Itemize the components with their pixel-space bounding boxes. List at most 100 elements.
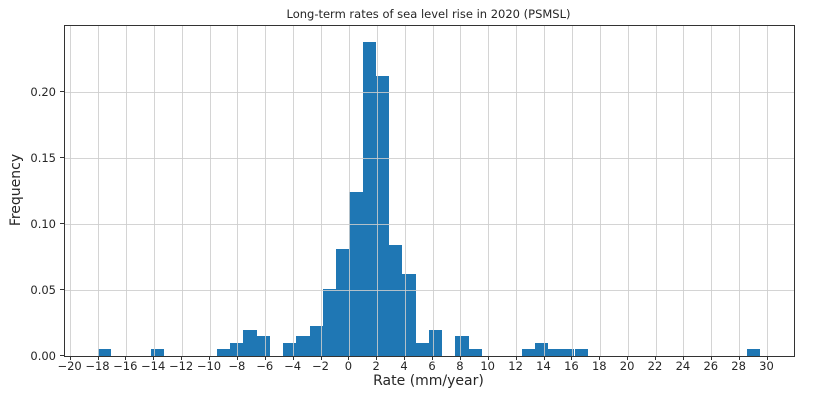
x-tick-mark: [376, 356, 378, 360]
histogram-bar: [455, 336, 469, 356]
histogram-bar: [415, 342, 429, 356]
histogram-bar: [296, 336, 310, 356]
x-gridline: [209, 26, 211, 356]
x-gridline: [599, 26, 601, 356]
x-tick-mark: [69, 356, 71, 360]
x-tick-label: −8: [228, 359, 246, 373]
histogram-bar: [534, 342, 548, 356]
x-tick-label: 16: [564, 359, 579, 373]
histogram-bar: [243, 329, 257, 356]
histogram-bar: [428, 329, 443, 356]
y-gridline: [65, 157, 794, 159]
x-tick-label: 2: [372, 359, 380, 373]
histogram-bar: [349, 192, 363, 356]
x-tick-label: 4: [400, 359, 408, 373]
x-gridline: [544, 26, 545, 356]
x-tick-label: −20: [57, 359, 82, 373]
histogram-bar: [283, 342, 297, 356]
histogram-bar: [468, 349, 482, 356]
y-tick-mark: [60, 91, 64, 92]
x-tick-label: 24: [675, 359, 691, 373]
x-tick-label: 22: [647, 359, 663, 373]
y-gridline: [65, 91, 794, 93]
histogram-bar: [322, 288, 337, 356]
x-tick-label: −4: [284, 359, 302, 373]
histogram-bar: [574, 349, 588, 356]
x-tick-mark: [487, 356, 489, 360]
histogram-bar: [230, 342, 244, 356]
y-tick-mark: [60, 355, 64, 356]
x-tick-label: 14: [536, 359, 551, 373]
x-tick-mark: [459, 356, 461, 360]
x-tick-label: −16: [113, 359, 138, 373]
x-gridline: [181, 26, 183, 356]
x-gridline: [153, 26, 155, 356]
x-tick-mark: [181, 356, 183, 360]
x-tick-label: 8: [456, 359, 464, 373]
x-gridline: [516, 26, 518, 356]
x-tick-label: −14: [141, 359, 166, 373]
x-gridline: [711, 26, 713, 356]
x-tick-mark: [209, 356, 210, 360]
x-tick-mark: [599, 356, 601, 360]
x-gridline: [683, 26, 685, 356]
histogram-bar: [309, 325, 323, 356]
x-tick-label: 26: [703, 359, 719, 373]
chart-title: Long-term rates of sea level rise in 202…: [286, 7, 571, 21]
y-axis-label: Frequency: [8, 153, 24, 227]
plot-area: [64, 25, 795, 357]
y-tick-mark: [60, 289, 64, 290]
x-tick-label: 28: [731, 359, 746, 373]
x-gridline: [488, 26, 490, 356]
x-gridline: [348, 26, 350, 356]
x-tick-mark: [97, 356, 99, 360]
y-tick-label: 0.20: [30, 85, 56, 99]
x-gridline: [376, 26, 378, 356]
x-tick-label: 20: [619, 359, 635, 373]
x-gridline: [739, 26, 741, 356]
x-tick-label: −10: [196, 359, 222, 373]
x-tick-label: −12: [168, 359, 194, 373]
y-tick-mark: [60, 223, 64, 224]
x-tick-mark: [432, 356, 433, 360]
x-gridline: [293, 26, 295, 356]
x-tick-mark: [710, 356, 712, 360]
histogram-bar: [548, 349, 562, 356]
x-gridline: [98, 26, 99, 356]
histogram-bar: [362, 41, 376, 356]
x-axis-label: Rate (mm/year): [373, 373, 484, 389]
y-tick-label: 0.10: [30, 217, 56, 231]
x-tick-mark: [766, 356, 768, 360]
x-gridline: [404, 26, 406, 356]
histogram-bar: [336, 249, 350, 356]
x-gridline: [627, 26, 629, 356]
y-tick-label: 0.00: [30, 349, 56, 363]
x-tick-label: −6: [256, 359, 274, 373]
x-tick-label: 18: [591, 359, 607, 373]
x-gridline: [767, 26, 768, 356]
x-tick-mark: [236, 356, 238, 360]
histogram-bar: [561, 349, 575, 356]
y-tick-label: 0.15: [30, 151, 56, 165]
x-gridline: [432, 26, 434, 356]
x-tick-mark: [320, 356, 322, 360]
histogram-bar: [256, 336, 270, 356]
x-tick-mark: [264, 356, 266, 360]
x-tick-mark: [153, 356, 155, 360]
histogram-bar: [389, 245, 403, 356]
x-gridline: [460, 26, 462, 356]
x-tick-mark: [543, 356, 545, 360]
histogram-bar: [150, 349, 164, 356]
x-tick-mark: [404, 356, 406, 360]
x-gridline: [321, 26, 322, 356]
y-gridline: [65, 223, 794, 225]
x-tick-label: 10: [480, 359, 495, 373]
x-tick-mark: [627, 356, 629, 360]
x-tick-mark: [571, 356, 573, 360]
x-tick-mark: [738, 356, 740, 360]
x-gridline: [571, 26, 573, 356]
x-gridline: [265, 26, 267, 356]
x-tick-mark: [125, 356, 127, 360]
x-gridline: [70, 26, 72, 356]
x-tick-label: 12: [508, 359, 523, 373]
